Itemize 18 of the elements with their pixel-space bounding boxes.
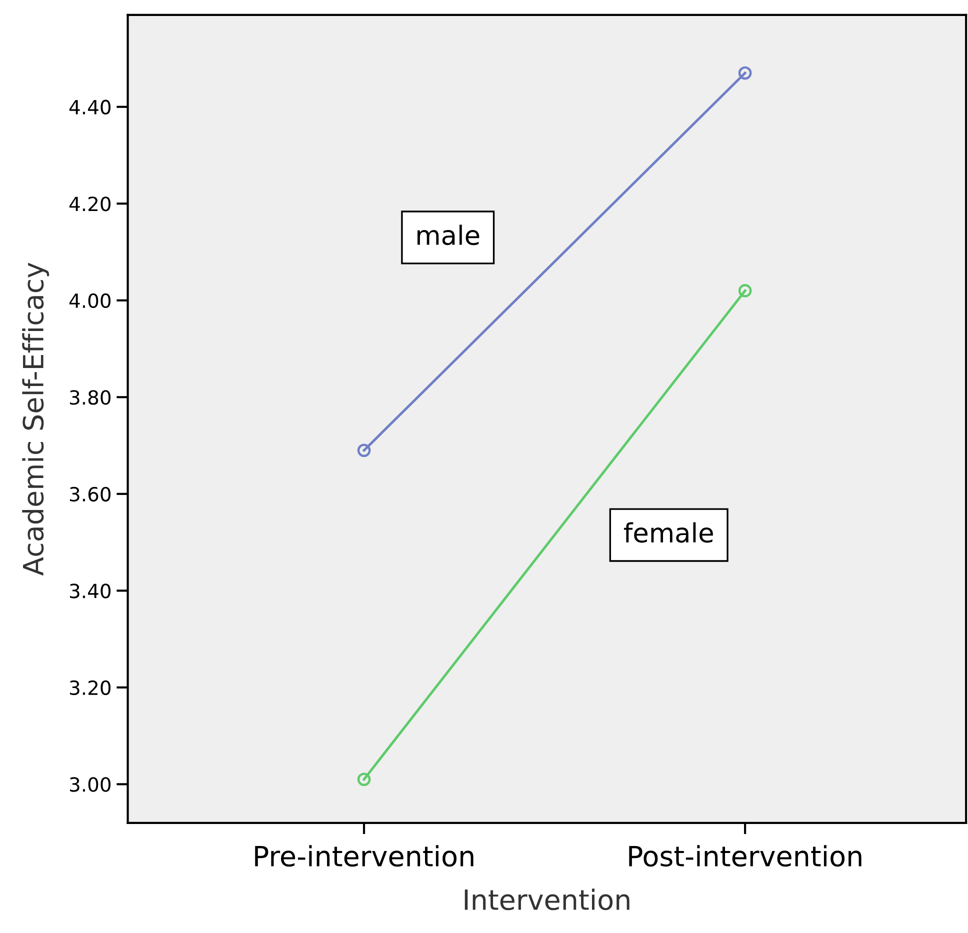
y-tick-label: 4.00 <box>69 293 111 308</box>
y-tick-label: 3.20 <box>70 680 111 696</box>
point <box>357 772 371 786</box>
text: male <box>418 224 480 246</box>
x-axis-title: Intervention <box>464 888 630 910</box>
x-tick-label: Pre-intervention <box>255 845 474 867</box>
y-axis-title: Academic Self-Efficacy <box>22 262 50 576</box>
y-tick-label: 4.20 <box>69 196 111 212</box>
y-tick-label: 4.40 <box>69 100 111 115</box>
point <box>357 444 371 458</box>
series-label: female <box>624 522 713 543</box>
y-tick-label: 3.80 <box>70 390 111 405</box>
y-tick-label: 3.40 <box>70 584 111 598</box>
y-tick-label: 3.00 <box>70 777 111 792</box>
y-tick-label: 3.60 <box>70 486 111 502</box>
x-tick-label: Post-intervention <box>629 845 862 867</box>
point <box>738 284 752 298</box>
point <box>738 66 752 80</box>
